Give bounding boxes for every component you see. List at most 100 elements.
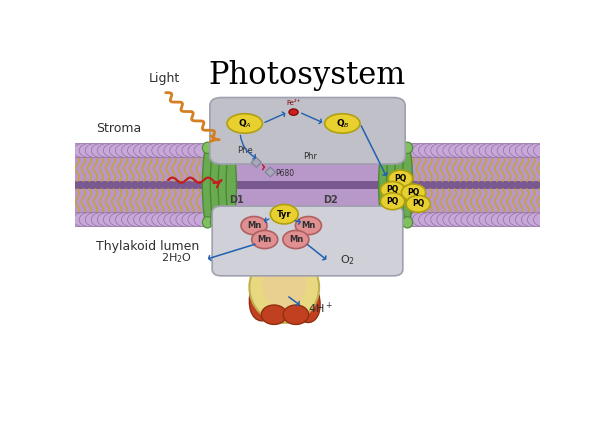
Ellipse shape xyxy=(226,217,236,228)
Circle shape xyxy=(182,213,202,227)
Circle shape xyxy=(97,144,118,157)
Text: Tyr: Tyr xyxy=(277,210,292,219)
Ellipse shape xyxy=(202,217,212,228)
Ellipse shape xyxy=(227,114,262,133)
Ellipse shape xyxy=(379,142,389,153)
Circle shape xyxy=(73,213,94,227)
Circle shape xyxy=(491,213,512,227)
Circle shape xyxy=(140,144,160,157)
Circle shape xyxy=(67,213,88,227)
Circle shape xyxy=(85,144,106,157)
Circle shape xyxy=(252,230,278,248)
Ellipse shape xyxy=(218,142,229,153)
Circle shape xyxy=(485,144,506,157)
Polygon shape xyxy=(265,167,275,177)
Circle shape xyxy=(194,144,215,157)
Text: Phr: Phr xyxy=(303,152,317,161)
Circle shape xyxy=(121,144,142,157)
Circle shape xyxy=(467,144,487,157)
Circle shape xyxy=(176,213,196,227)
Circle shape xyxy=(527,213,548,227)
Ellipse shape xyxy=(286,271,320,322)
Circle shape xyxy=(533,144,554,157)
Circle shape xyxy=(79,144,100,157)
Circle shape xyxy=(121,213,142,227)
Text: Photosystem: Photosystem xyxy=(209,60,406,91)
Ellipse shape xyxy=(211,217,221,228)
Ellipse shape xyxy=(379,217,389,228)
Circle shape xyxy=(146,213,166,227)
Ellipse shape xyxy=(325,114,360,133)
Circle shape xyxy=(194,213,215,227)
Circle shape xyxy=(401,144,421,157)
Circle shape xyxy=(115,213,136,227)
Circle shape xyxy=(437,213,457,227)
FancyBboxPatch shape xyxy=(212,206,403,276)
Ellipse shape xyxy=(250,263,287,321)
Circle shape xyxy=(91,144,112,157)
Circle shape xyxy=(509,213,530,227)
FancyBboxPatch shape xyxy=(210,98,405,164)
Circle shape xyxy=(182,144,202,157)
Circle shape xyxy=(467,213,487,227)
Circle shape xyxy=(170,213,190,227)
Circle shape xyxy=(449,144,469,157)
Circle shape xyxy=(388,170,413,187)
Circle shape xyxy=(479,213,500,227)
Circle shape xyxy=(271,205,298,224)
Ellipse shape xyxy=(386,142,397,153)
Circle shape xyxy=(103,213,124,227)
Circle shape xyxy=(503,213,524,227)
Circle shape xyxy=(533,213,554,227)
Circle shape xyxy=(380,181,404,198)
Circle shape xyxy=(140,213,160,227)
Ellipse shape xyxy=(218,144,229,226)
Circle shape xyxy=(497,144,518,157)
Circle shape xyxy=(241,216,267,234)
Text: Light: Light xyxy=(149,72,180,85)
Circle shape xyxy=(431,144,451,157)
Circle shape xyxy=(128,144,148,157)
Ellipse shape xyxy=(386,217,397,228)
Ellipse shape xyxy=(202,144,212,226)
Ellipse shape xyxy=(403,217,413,228)
Circle shape xyxy=(158,213,178,227)
Text: D2: D2 xyxy=(323,195,338,205)
Circle shape xyxy=(85,213,106,227)
Circle shape xyxy=(134,213,154,227)
Ellipse shape xyxy=(226,142,236,153)
Ellipse shape xyxy=(262,258,307,310)
Circle shape xyxy=(115,144,136,157)
Text: Stroma: Stroma xyxy=(96,122,141,135)
Circle shape xyxy=(188,144,208,157)
Circle shape xyxy=(134,144,154,157)
Circle shape xyxy=(295,216,322,234)
Text: PQ: PQ xyxy=(394,174,407,183)
Circle shape xyxy=(509,144,530,157)
Ellipse shape xyxy=(211,144,221,226)
Text: D1: D1 xyxy=(229,195,244,205)
Ellipse shape xyxy=(394,142,404,153)
Text: PQ: PQ xyxy=(407,188,419,197)
Circle shape xyxy=(188,213,208,227)
Circle shape xyxy=(473,213,493,227)
Circle shape xyxy=(503,144,524,157)
Text: Mn: Mn xyxy=(257,235,272,244)
Ellipse shape xyxy=(379,144,389,226)
Text: P680: P680 xyxy=(275,169,294,178)
Ellipse shape xyxy=(394,217,404,228)
Ellipse shape xyxy=(202,142,212,153)
Circle shape xyxy=(91,213,112,227)
Text: O$_2$: O$_2$ xyxy=(340,253,355,266)
Circle shape xyxy=(73,144,94,157)
Circle shape xyxy=(419,144,439,157)
Text: Mn: Mn xyxy=(289,235,303,244)
Circle shape xyxy=(527,144,548,157)
Circle shape xyxy=(407,213,427,227)
Circle shape xyxy=(407,144,427,157)
Ellipse shape xyxy=(403,144,413,226)
Circle shape xyxy=(479,144,500,157)
Text: Mn: Mn xyxy=(247,221,261,230)
Circle shape xyxy=(289,109,298,115)
Circle shape xyxy=(67,144,88,157)
